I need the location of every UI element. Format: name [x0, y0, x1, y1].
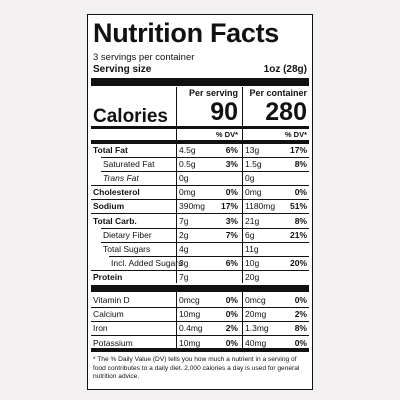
column-divider	[242, 87, 243, 283]
daily-value: 7%	[225, 229, 238, 240]
amount: 4.5g	[179, 145, 196, 155]
daily-value: 21%	[289, 229, 307, 240]
amount: 0mcg	[245, 295, 266, 305]
dv-header: % DV*	[284, 130, 307, 139]
rule	[101, 157, 309, 158]
daily-value: 0%	[225, 309, 238, 320]
rule	[109, 255, 309, 257]
daily-value: 20%	[289, 257, 307, 268]
nutrient-name: Iron	[93, 323, 108, 334]
rule	[91, 307, 309, 308]
daily-value: 0%	[225, 337, 238, 348]
thick-rule	[91, 78, 309, 86]
rule	[91, 185, 309, 186]
nutrient-name: Saturated Fat	[103, 159, 155, 170]
amount: 21g	[245, 215, 260, 226]
column-divider	[176, 87, 177, 283]
thick-rule	[91, 285, 309, 292]
daily-value: 6%	[225, 145, 238, 155]
servings: 3 servings per container	[93, 52, 195, 63]
nutrient-name: Protein	[93, 271, 123, 282]
nutrient-name: Sodium	[93, 201, 125, 212]
nutrient-name: Dietary Fiber	[103, 229, 152, 240]
daily-value: 17%	[289, 145, 307, 155]
nutrient-name: Potassium	[93, 337, 133, 348]
daily-value: 8%	[294, 215, 307, 226]
rule	[91, 335, 309, 337]
nutrient-name: Incl. Added Sugars	[111, 257, 183, 268]
rule	[91, 126, 309, 129]
amount: 6g	[245, 229, 255, 240]
rule	[91, 321, 309, 322]
amount: 2g	[179, 229, 189, 240]
amount: 0.4mg	[179, 323, 203, 334]
dv-header: % DV*	[215, 130, 238, 139]
amount: 10mg	[179, 337, 201, 348]
nutrient-name: Total Carb.	[93, 215, 137, 226]
footnote: * The % Daily Value (DV) tells you how m…	[93, 356, 300, 381]
nutrient-name: Total Fat	[93, 145, 128, 155]
amount: 0mg	[179, 187, 196, 198]
thick-rule	[91, 140, 309, 144]
daily-value: 8%	[294, 159, 307, 170]
rule	[91, 269, 309, 271]
daily-value: 3%	[225, 159, 238, 170]
amount: 1180mg	[245, 201, 276, 212]
daily-value: 3%	[225, 215, 238, 226]
column-divider	[176, 292, 177, 348]
column-header: Per serving	[188, 88, 238, 98]
amount: 1.3mg	[245, 323, 269, 334]
amount: 0g	[179, 173, 189, 184]
nutrition-label	[87, 14, 313, 390]
amount: 11g	[245, 243, 259, 254]
nutrient-name: Trans Fat	[103, 173, 139, 184]
daily-value: 0%	[225, 295, 238, 305]
daily-value: 0%	[294, 337, 307, 348]
amount: 13g	[245, 145, 260, 155]
daily-value: 2%	[225, 323, 238, 334]
daily-value: 6%	[225, 257, 238, 268]
amount: 0g	[245, 173, 255, 184]
rule	[101, 171, 309, 172]
amount: 0mcg	[179, 295, 200, 305]
nutrient-name: Total Sugars	[103, 243, 151, 254]
amount: 40mg	[245, 337, 267, 348]
serving-size: 1oz (28g)	[263, 64, 307, 75]
amount: 1.5g	[245, 159, 262, 170]
amount: 3g	[179, 257, 189, 268]
nutrient-name: Calcium	[93, 309, 124, 320]
thick-rule	[91, 348, 309, 352]
amount: 0.5g	[179, 159, 196, 170]
daily-value: 0%	[225, 187, 238, 198]
daily-value: 51%	[289, 201, 307, 212]
daily-value: 8%	[294, 323, 307, 334]
daily-value: 0%	[294, 295, 307, 305]
amount: 7g	[179, 271, 189, 282]
amount: 4g	[179, 243, 189, 254]
amount: 390mg	[179, 201, 205, 212]
serving-size-label: Serving size	[93, 64, 152, 75]
daily-value: 17%	[220, 201, 238, 212]
rule	[101, 227, 309, 229]
amount: 7g	[179, 215, 189, 226]
rule	[91, 199, 309, 201]
amount: 0mg	[245, 187, 262, 198]
title: Nutrition Facts	[93, 18, 280, 48]
calories-value: 90	[210, 98, 238, 126]
amount: 10mg	[179, 309, 201, 320]
nutrient-name: Vitamin D	[93, 295, 130, 305]
rule	[91, 213, 309, 215]
rule	[101, 241, 309, 243]
nutrient-name: Cholesterol	[93, 187, 140, 198]
calories-label: Calories	[93, 106, 168, 127]
amount: 10g	[245, 257, 260, 268]
column-divider	[242, 292, 243, 348]
daily-value: 0%	[294, 187, 307, 198]
amount: 20mg	[245, 309, 267, 320]
calories-value: 280	[265, 98, 307, 126]
daily-value: 2%	[294, 309, 307, 320]
column-header: Per container	[249, 88, 307, 98]
amount: 20g	[245, 271, 260, 282]
